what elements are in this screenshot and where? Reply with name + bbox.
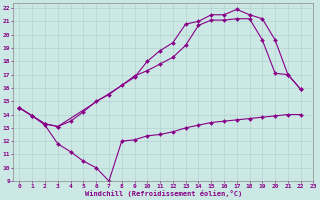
X-axis label: Windchill (Refroidissement éolien,°C): Windchill (Refroidissement éolien,°C) xyxy=(84,190,242,197)
